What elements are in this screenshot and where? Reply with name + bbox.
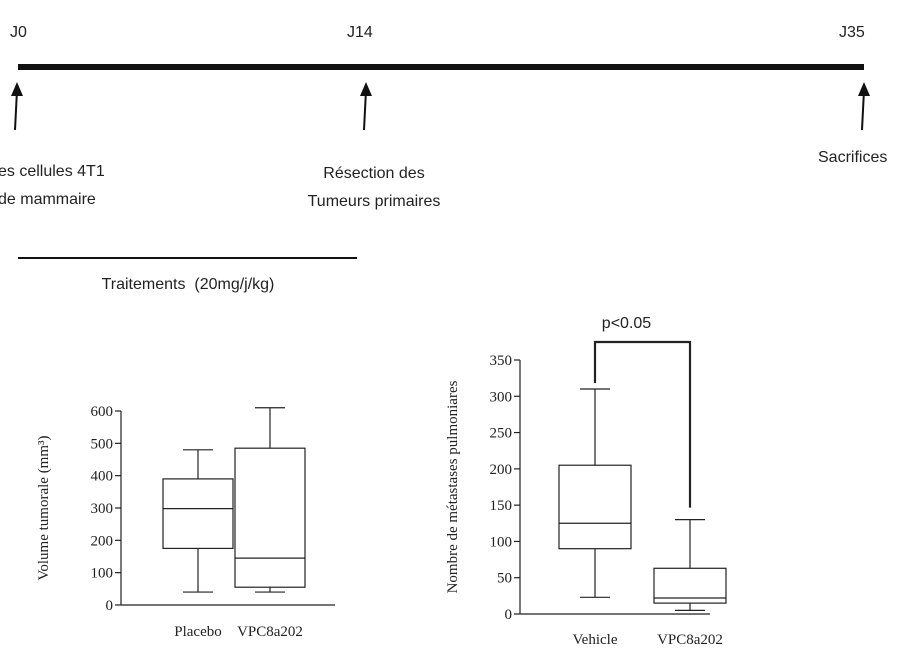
x-category-label: VPC8a202 bbox=[657, 632, 723, 648]
y-tick-label: 500 bbox=[91, 436, 114, 452]
event-resection-line1: Résection des bbox=[323, 165, 424, 182]
box-vpc8a202 bbox=[234, 447, 306, 588]
box-vpc8a202 bbox=[653, 567, 727, 604]
y-axis-label: Volume tumorale (mm³) bbox=[36, 435, 52, 580]
y-tick-label: 100 bbox=[91, 566, 114, 582]
arrow-up-icon bbox=[858, 82, 870, 131]
box-vehicle bbox=[558, 464, 632, 550]
x-category-label: VPC8a202 bbox=[237, 624, 303, 640]
y-tick-label: 100 bbox=[490, 534, 513, 550]
significance-label: p<0.05 bbox=[602, 315, 651, 332]
timeline-marker-j14: J14 bbox=[347, 24, 373, 41]
y-tick-label: 250 bbox=[490, 426, 513, 442]
tumor-volume-chart: 0 100 200 300 400 500 600 Volume tumorale (mm³)… bbox=[36, 404, 335, 640]
timeline-marker-j35: J35 bbox=[839, 24, 865, 41]
event-resection-line2: Tumeurs primaires bbox=[308, 193, 441, 210]
y-tick-label: 300 bbox=[91, 501, 114, 517]
arrow-up-icon bbox=[11, 82, 23, 131]
timeline-marker-j0: J0 bbox=[10, 24, 27, 41]
y-tick-label: 200 bbox=[490, 462, 513, 478]
treatment-label: Traitements (20mg/j/kg) bbox=[102, 276, 275, 293]
event-sacrifice: Sacrifices bbox=[818, 149, 887, 166]
lung-metastases-chart: 0 50 100 150 200 250 300 350 Nombre de métastase… bbox=[445, 315, 727, 648]
arrow-up-icon bbox=[360, 82, 372, 131]
y-tick-label: 400 bbox=[91, 469, 114, 485]
y-axis-label: Nombre de métastases pulmoniares bbox=[445, 380, 461, 593]
significance-bracket bbox=[593, 340, 692, 508]
x-category-label: Vehicle bbox=[573, 632, 618, 648]
y-tick-label: 150 bbox=[490, 498, 513, 514]
y-tick-label: 300 bbox=[490, 389, 513, 405]
x-category-label: Placebo bbox=[174, 624, 221, 640]
y-tick-label: 600 bbox=[91, 404, 114, 420]
y-tick-label: 0 bbox=[505, 607, 513, 623]
y-tick-label: 0 bbox=[106, 598, 114, 614]
timeline: J0 J14 J35 es cellules 4T1 de mammaire R… bbox=[0, 24, 887, 293]
y-tick-label: 200 bbox=[91, 533, 114, 549]
y-tick-label: 350 bbox=[490, 353, 513, 369]
y-tick-label: 50 bbox=[497, 571, 512, 587]
box-placebo bbox=[162, 478, 234, 550]
event-injection-line2: de mammaire bbox=[0, 191, 96, 208]
event-injection-line1: es cellules 4T1 bbox=[0, 163, 105, 180]
